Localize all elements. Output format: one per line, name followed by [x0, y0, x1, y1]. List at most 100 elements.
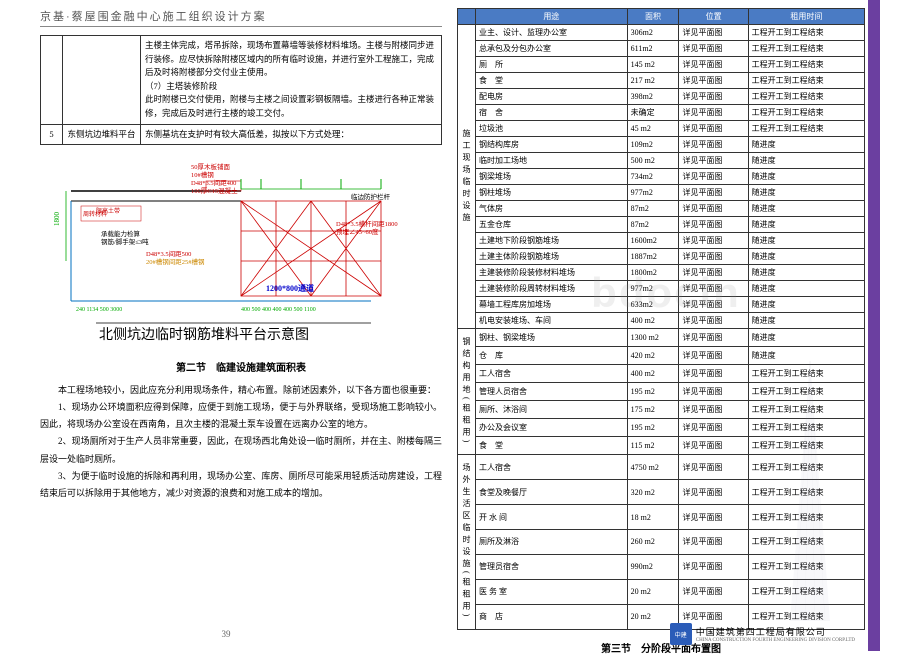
table-cell: 详见平面图	[679, 249, 748, 265]
table-cell: 1800m2	[627, 265, 679, 281]
table-cell: 厕所及淋浴	[476, 530, 628, 555]
table-cell: 开 水 间	[476, 505, 628, 530]
svg-text:钢筋/脚手架≤3吨: 钢筋/脚手架≤3吨	[101, 237, 149, 246]
table-cell: 管理员宿舍	[476, 554, 628, 579]
table-cell: 500 m2	[627, 153, 679, 169]
table-cell: 随进度	[748, 347, 864, 365]
table-row: 钢柱堆场977m2详见平面图随进度	[458, 185, 865, 201]
svg-text:限高土带: 限高土带	[96, 207, 120, 215]
table-cell: 五金仓库	[476, 217, 628, 233]
svg-text:1800: 1800	[53, 212, 61, 227]
table-cell: 详见平面图	[679, 153, 748, 169]
table-row: 钢结构库房109m2详见平面图随进度	[458, 137, 865, 153]
group-label: 场外生活区临时设施(租租用)	[458, 455, 476, 629]
purple-bar	[868, 0, 880, 651]
table-cell: 详见平面图	[679, 365, 748, 383]
table-cell: 食 堂	[476, 73, 628, 89]
table-cell: 宿 舍	[476, 105, 628, 121]
table-cell: 398m2	[627, 89, 679, 105]
table-cell: 详见平面图	[679, 217, 748, 233]
table-cell: 详见平面图	[679, 437, 748, 455]
table-cell: 气体房	[476, 201, 628, 217]
table-cell: 工程开工到工程结束	[748, 25, 864, 41]
svg-text:D48*3.5间距500: D48*3.5间距500	[146, 250, 191, 258]
table-cell: 1300 m2	[627, 329, 679, 347]
table-cell: 145 m2	[627, 57, 679, 73]
table-cell: 随进度	[748, 281, 864, 297]
p1: 本工程场地较小，因此应充分利用现场条件，精心布置。除前述因素外，以下各方面也很重…	[40, 382, 442, 399]
company-name: 中国建筑第四工程局有限公司	[696, 625, 855, 638]
table-cell: 详见平面图	[679, 530, 748, 555]
table-cell: 详见平面图	[679, 185, 748, 201]
table-row: 幕墙工程库房加堆场633m2详见平面图随进度	[458, 297, 865, 313]
table-cell: 990m2	[627, 554, 679, 579]
table-row: 主建装修阶段装修材料堆场1800m2详见平面图随进度	[458, 265, 865, 281]
svg-text:10#槽钢: 10#槽钢	[191, 170, 214, 179]
page-number: 39	[222, 629, 231, 639]
table-row: 土建装修阶段周转材料堆场977m2详见平面图随进度	[458, 281, 865, 297]
table-cell: 详见平面图	[679, 105, 748, 121]
table-row: 总承包及分包办公室611m2详见平面图工程开工到工程结束	[458, 41, 865, 57]
table-cell: 未确定	[627, 105, 679, 121]
table-cell: 业主、设计、监理办公室	[476, 25, 628, 41]
table-cell: 食堂及晚餐厅	[476, 480, 628, 505]
table-cell: 工程开工到工程结束	[748, 401, 864, 419]
table-cell: 详见平面图	[679, 265, 748, 281]
table-cell: 详见平面图	[679, 201, 748, 217]
table-cell: 幕墙工程库房加堆场	[476, 297, 628, 313]
svg-text:240 1134 500 3000: 240 1134 500 3000	[76, 307, 122, 313]
table-cell: 工程开工到工程结束	[748, 455, 864, 480]
table-cell: 详见平面图	[679, 121, 748, 137]
table-cell: 195 m2	[627, 383, 679, 401]
table-cell: 1600m2	[627, 233, 679, 249]
main-table: 用途面积位置租用时间施工现场临时设施业主、设计、监理办公室306m2详见平面图工…	[457, 8, 865, 630]
table-cell: 随进度	[748, 185, 864, 201]
svg-text:1200*800通道: 1200*800通道	[266, 283, 314, 293]
table-cell: 工程开工到工程结束	[748, 105, 864, 121]
table-row: 医 务 室20 m2详见平面图工程开工到工程结束	[458, 579, 865, 604]
table-cell: 详见平面图	[679, 579, 748, 604]
table-cell: 土建地下阶段钢筋堆场	[476, 233, 628, 249]
table-row: 钢梁堆场734m2详见平面图随进度	[458, 169, 865, 185]
table-cell: 随进度	[748, 233, 864, 249]
table-cell: 977m2	[627, 281, 679, 297]
top-table: 主楼主体完成，塔吊拆除，现场布置幕墙等装修材料堆场。主楼与附楼同步进行装修。应尽…	[40, 35, 442, 145]
table-cell: 办公及会议室	[476, 419, 628, 437]
table-cell: 厕 所	[476, 57, 628, 73]
table-cell: 随进度	[748, 265, 864, 281]
table-row: 食 堂217 m2详见平面图工程开工到工程结束	[458, 73, 865, 89]
table-header: 面积	[627, 9, 679, 25]
svg-text:临边防护栏杆: 临边防护栏杆	[351, 192, 391, 201]
table-cell: 详见平面图	[679, 383, 748, 401]
table-header: 位置	[679, 9, 748, 25]
table-cell: 土建主体阶段钢筋堆场	[476, 249, 628, 265]
table-row: 管理员宿舍990m2详见平面图工程开工到工程结束	[458, 554, 865, 579]
table-row: 开 水 间18 m2详见平面图工程开工到工程结束	[458, 505, 865, 530]
table-cell: 仓 库	[476, 347, 628, 365]
table-cell: 工程开工到工程结束	[748, 73, 864, 89]
table-cell: 厕所、沐浴间	[476, 401, 628, 419]
company-name-en: CHINA CONSTRUCTION FOURTH ENGINEERING DI…	[696, 638, 855, 643]
table-row: 仓 库420 m2详见平面图随进度	[458, 347, 865, 365]
svg-text:预埋∠45~60度: 预埋∠45~60度	[336, 227, 379, 236]
table-cell: 详见平面图	[679, 137, 748, 153]
table-cell: 87m2	[627, 217, 679, 233]
table-cell: 109m2	[627, 137, 679, 153]
table-cell: 详见平面图	[679, 233, 748, 249]
table-row: 钢结构用地(租租用)钢柱、钢梁堆场1300 m2详见平面图随进度	[458, 329, 865, 347]
table-row: 土建地下阶段钢筋堆场1600m2详见平面图随进度	[458, 233, 865, 249]
logo-icon: 中建	[670, 623, 692, 645]
header-title: 京基·蔡屋围金融中心施工组织设计方案	[40, 8, 442, 24]
table-row: 工人宿舍400 m2详见平面图工程开工到工程结束	[458, 365, 865, 383]
table-cell: 随进度	[748, 201, 864, 217]
table-cell: 633m2	[627, 297, 679, 313]
footer-logo: 中建 中国建筑第四工程局有限公司 CHINA CONSTRUCTION FOUR…	[670, 623, 855, 645]
table-row: 厕所及淋浴260 m2详见平面图工程开工到工程结束	[458, 530, 865, 555]
table-cell: 400 m2	[627, 365, 679, 383]
table-row: 厕所、沐浴间175 m2详见平面图工程开工到工程结束	[458, 401, 865, 419]
section2-title: 第二节 临建设施建筑面积表	[40, 359, 442, 374]
table-cell: 详见平面图	[679, 455, 748, 480]
table-row: 临时加工场地500 m2详见平面图随进度	[458, 153, 865, 169]
svg-text:D48*3.5横杆间距1800: D48*3.5横杆间距1800	[336, 219, 398, 228]
svg-text:50厚木板铺面: 50厚木板铺面	[191, 162, 231, 171]
